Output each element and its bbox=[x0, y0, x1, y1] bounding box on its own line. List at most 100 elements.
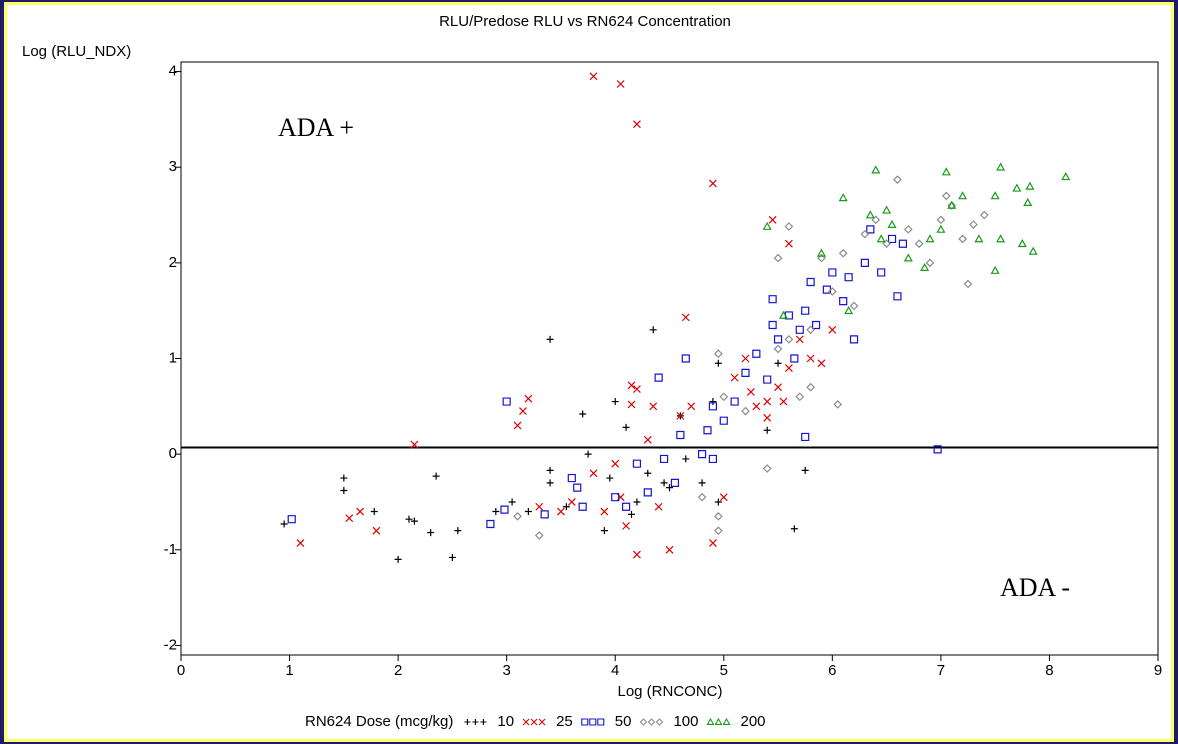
point bbox=[1025, 181, 1035, 190]
point bbox=[990, 265, 1000, 274]
point bbox=[795, 325, 804, 334]
point bbox=[839, 297, 848, 306]
point bbox=[941, 191, 951, 201]
point bbox=[882, 239, 891, 249]
point bbox=[611, 493, 620, 502]
point bbox=[774, 359, 782, 367]
point bbox=[816, 248, 826, 257]
point bbox=[611, 398, 619, 406]
point bbox=[703, 426, 712, 435]
point bbox=[903, 225, 913, 234]
point bbox=[584, 450, 592, 458]
point bbox=[535, 502, 544, 511]
point bbox=[963, 279, 973, 289]
point bbox=[801, 306, 810, 315]
point bbox=[410, 517, 418, 525]
point bbox=[866, 225, 875, 234]
point bbox=[887, 219, 897, 228]
point bbox=[958, 191, 968, 200]
point bbox=[562, 503, 570, 511]
point bbox=[643, 488, 652, 497]
point bbox=[790, 525, 798, 533]
point bbox=[633, 550, 641, 559]
point bbox=[666, 484, 673, 492]
point bbox=[676, 430, 685, 440]
x-tick-label: 8 bbox=[1045, 662, 1053, 679]
x-tick-label: 0 bbox=[177, 662, 185, 679]
point bbox=[811, 320, 821, 330]
x-tick-label: 6 bbox=[828, 662, 836, 679]
point bbox=[579, 410, 587, 418]
point bbox=[600, 507, 609, 516]
point bbox=[340, 486, 348, 494]
x-tick-label: 9 bbox=[1154, 662, 1162, 679]
point bbox=[974, 234, 984, 243]
point bbox=[768, 295, 777, 304]
point bbox=[773, 335, 783, 344]
point bbox=[1023, 197, 1033, 206]
point bbox=[427, 529, 435, 537]
legend-symbol bbox=[706, 717, 715, 725]
legend-symbol bbox=[472, 719, 479, 725]
point bbox=[486, 519, 495, 529]
point bbox=[1028, 246, 1038, 255]
point bbox=[833, 400, 843, 409]
point bbox=[996, 162, 1006, 171]
point bbox=[1017, 238, 1027, 248]
point bbox=[534, 531, 544, 540]
point bbox=[979, 210, 989, 220]
point bbox=[936, 224, 946, 233]
point bbox=[340, 474, 348, 482]
point bbox=[849, 301, 859, 311]
point bbox=[500, 505, 509, 514]
point bbox=[600, 527, 608, 535]
point bbox=[817, 359, 826, 368]
y-tick-label: 3 bbox=[169, 158, 177, 175]
point bbox=[893, 292, 902, 301]
point bbox=[741, 354, 750, 363]
point bbox=[567, 498, 576, 506]
point bbox=[372, 526, 381, 535]
point bbox=[827, 287, 837, 296]
point bbox=[838, 248, 848, 258]
point bbox=[996, 234, 1006, 243]
point bbox=[502, 397, 511, 406]
point bbox=[774, 383, 782, 392]
x-axis-label: Log (RNCONC) bbox=[617, 683, 722, 700]
point bbox=[659, 454, 669, 464]
x-tick-label: 3 bbox=[502, 662, 510, 679]
point bbox=[860, 229, 870, 239]
point bbox=[877, 268, 886, 277]
point bbox=[670, 478, 680, 487]
point bbox=[844, 305, 854, 315]
point bbox=[795, 392, 805, 402]
legend-symbol bbox=[538, 718, 546, 726]
point bbox=[719, 416, 728, 425]
legend-symbol bbox=[722, 717, 731, 725]
legend-symbol bbox=[647, 718, 656, 726]
point bbox=[627, 400, 636, 409]
legend-title: RN624 Dose (mcg/kg) bbox=[305, 713, 453, 730]
point bbox=[806, 354, 815, 363]
point bbox=[345, 514, 354, 523]
point bbox=[838, 193, 848, 202]
point bbox=[621, 502, 631, 511]
point bbox=[779, 397, 788, 406]
point bbox=[557, 507, 565, 516]
point bbox=[925, 258, 935, 268]
point bbox=[649, 326, 657, 334]
point bbox=[876, 234, 886, 243]
annotation: ADA - bbox=[1000, 573, 1070, 602]
point bbox=[936, 215, 946, 225]
point bbox=[778, 310, 789, 319]
legend-symbol bbox=[464, 719, 471, 725]
point bbox=[741, 406, 750, 416]
point bbox=[709, 398, 717, 406]
point bbox=[546, 466, 554, 474]
y-axis-label: Log (RLU_NDX) bbox=[22, 43, 131, 60]
point bbox=[681, 313, 690, 322]
point bbox=[730, 397, 739, 406]
point bbox=[508, 498, 516, 506]
point bbox=[898, 239, 907, 248]
legend-label: 100 bbox=[673, 713, 698, 730]
